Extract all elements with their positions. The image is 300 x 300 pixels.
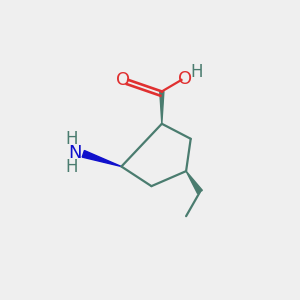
Text: O: O [116,71,130,89]
Text: O: O [178,70,192,88]
Polygon shape [186,171,202,194]
Text: H: H [190,63,203,81]
Text: N: N [68,144,81,162]
Polygon shape [82,151,122,166]
Text: H: H [65,158,78,175]
Text: H: H [65,130,78,148]
Polygon shape [160,92,164,124]
